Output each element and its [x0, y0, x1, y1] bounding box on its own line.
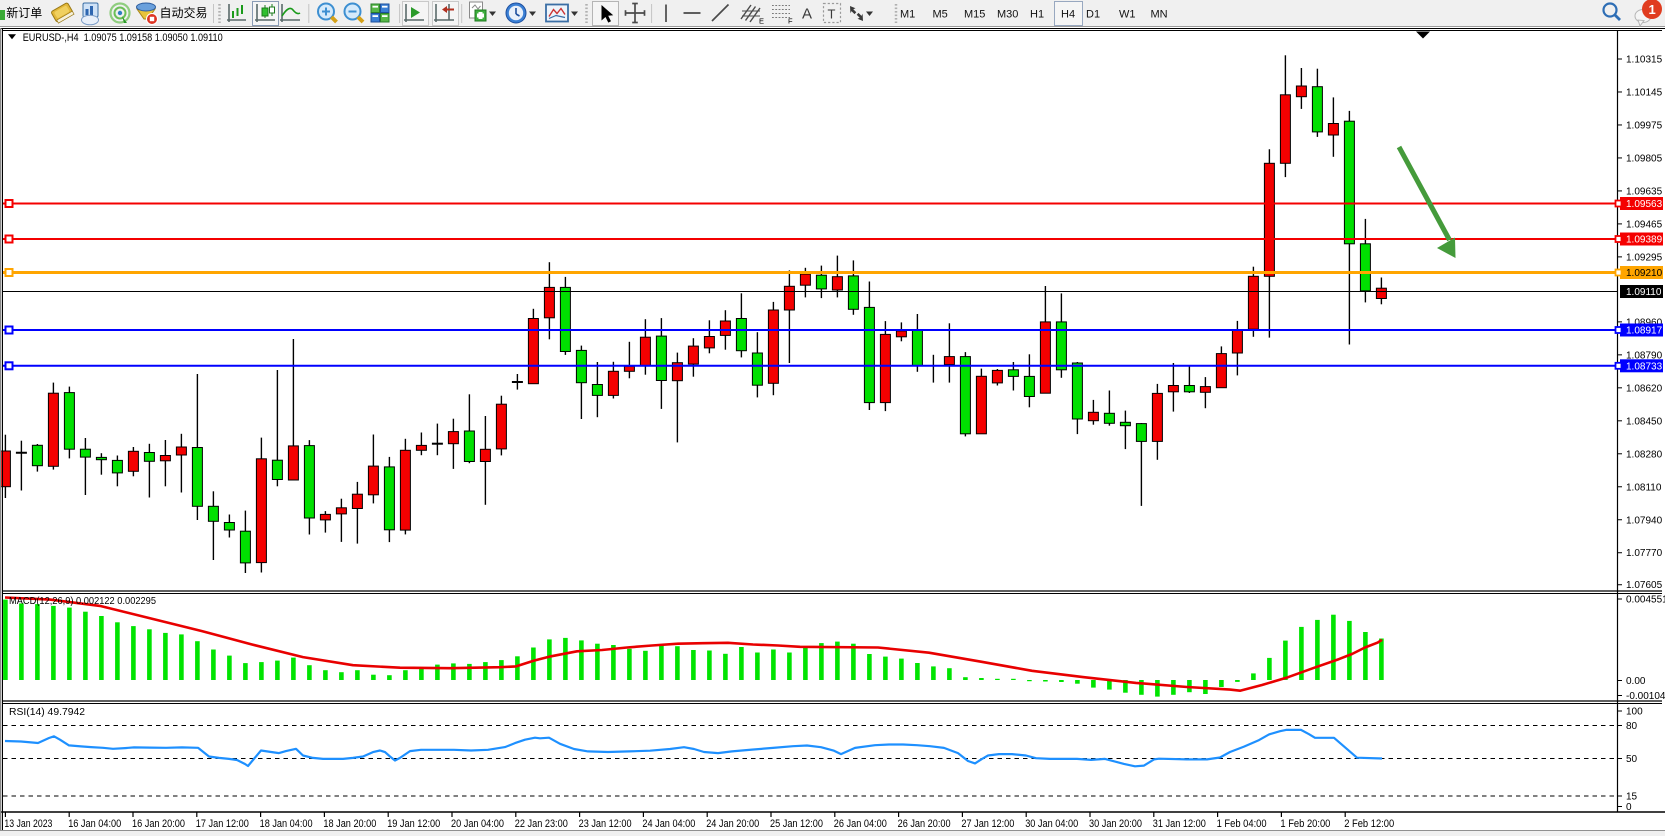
svg-text:50: 50 [1626, 754, 1638, 765]
svg-text:1.07605: 1.07605 [1626, 580, 1663, 591]
svg-text:M15: M15 [964, 9, 985, 21]
svg-text:A: A [802, 6, 812, 23]
svg-text:1.08280: 1.08280 [1626, 449, 1663, 460]
svg-text:23 Jan 12:00: 23 Jan 12:00 [579, 818, 632, 830]
svg-text:1.08733: 1.08733 [1626, 361, 1663, 372]
svg-text:1.08620: 1.08620 [1626, 383, 1663, 394]
svg-text:1.08917: 1.08917 [1626, 326, 1663, 337]
svg-text:0.004551: 0.004551 [1626, 595, 1665, 606]
svg-text:RSI(14) 49.7942: RSI(14) 49.7942 [9, 706, 85, 718]
svg-text:F: F [788, 17, 793, 26]
svg-text:1.08450: 1.08450 [1626, 416, 1663, 427]
svg-text:1.09975: 1.09975 [1626, 120, 1663, 131]
svg-text:1: 1 [1649, 2, 1656, 17]
svg-text:20 Jan 04:00: 20 Jan 04:00 [451, 818, 504, 830]
svg-text:M1: M1 [900, 9, 915, 21]
svg-text:26 Jan 04:00: 26 Jan 04:00 [834, 818, 887, 830]
svg-text:24 Jan 20:00: 24 Jan 20:00 [706, 818, 759, 830]
svg-text:1.09110: 1.09110 [1626, 287, 1662, 298]
svg-text:22 Jan 23:00: 22 Jan 23:00 [515, 818, 568, 830]
svg-text:18 Jan 20:00: 18 Jan 20:00 [323, 818, 376, 830]
svg-text:27 Jan 12:00: 27 Jan 12:00 [961, 818, 1014, 830]
svg-text:T: T [828, 7, 836, 22]
svg-text:H1: H1 [1030, 9, 1044, 21]
svg-text:E: E [759, 17, 764, 26]
svg-text:2 Feb 12:00: 2 Feb 12:00 [1344, 818, 1394, 830]
svg-text:1.09210: 1.09210 [1626, 268, 1663, 279]
svg-text:H4: H4 [1061, 9, 1075, 21]
svg-text:15: 15 [1626, 792, 1638, 803]
svg-text:31 Jan 12:00: 31 Jan 12:00 [1153, 818, 1206, 830]
svg-text:16 Jan 04:00: 16 Jan 04:00 [68, 818, 121, 830]
svg-text:19 Jan 12:00: 19 Jan 12:00 [387, 818, 440, 830]
svg-text:MN: MN [1151, 9, 1168, 21]
svg-text:25 Jan 12:00: 25 Jan 12:00 [770, 818, 823, 830]
svg-text:0: 0 [1626, 802, 1632, 813]
svg-text:-0.001043: -0.001043 [1626, 691, 1665, 702]
svg-text:M5: M5 [933, 9, 948, 21]
svg-text:1.08110: 1.08110 [1626, 482, 1662, 493]
svg-text:100: 100 [1626, 707, 1643, 718]
svg-text:30 Jan 04:00: 30 Jan 04:00 [1025, 818, 1078, 830]
svg-text:1.09805: 1.09805 [1626, 153, 1663, 164]
svg-text:1.10145: 1.10145 [1626, 87, 1663, 98]
svg-text:D1: D1 [1086, 9, 1100, 21]
svg-text:M30: M30 [997, 9, 1018, 21]
svg-text:18 Jan 04:00: 18 Jan 04:00 [260, 818, 313, 830]
svg-text:EURUSD-,H4 1.09075 1.09158 1.: EURUSD-,H4 1.09075 1.09158 1.09050 1.091… [23, 32, 223, 44]
svg-text:1.10315: 1.10315 [1626, 55, 1663, 66]
svg-text:1.09465: 1.09465 [1626, 219, 1663, 230]
svg-text:30 Jan 20:00: 30 Jan 20:00 [1089, 818, 1142, 830]
svg-text:1.09563: 1.09563 [1626, 199, 1663, 210]
svg-text:W1: W1 [1119, 9, 1136, 21]
svg-text:1.07940: 1.07940 [1626, 515, 1663, 526]
svg-text:1.07770: 1.07770 [1626, 548, 1663, 559]
svg-text:1 Feb 20:00: 1 Feb 20:00 [1280, 818, 1330, 830]
svg-text:80: 80 [1626, 721, 1638, 732]
svg-text:1.08790: 1.08790 [1626, 350, 1663, 361]
svg-text:1.09635: 1.09635 [1626, 186, 1663, 197]
svg-text:13 Jan 2023: 13 Jan 2023 [4, 818, 52, 830]
svg-text:MACD(12,26,9) 0.002122 0.00229: MACD(12,26,9) 0.002122 0.002295 [9, 595, 156, 607]
svg-text:24 Jan 04:00: 24 Jan 04:00 [642, 818, 695, 830]
svg-text:1.08960: 1.08960 [1626, 317, 1663, 328]
svg-text:0.00: 0.00 [1626, 676, 1646, 687]
svg-text:26 Jan 20:00: 26 Jan 20:00 [898, 818, 951, 830]
svg-text:1 Feb 04:00: 1 Feb 04:00 [1217, 818, 1267, 830]
svg-text:新订单: 新订单 [6, 5, 42, 20]
svg-text:自动交易: 自动交易 [160, 5, 208, 20]
svg-text:1.09295: 1.09295 [1626, 252, 1663, 263]
svg-text:17 Jan 12:00: 17 Jan 12:00 [196, 818, 249, 830]
svg-text:16 Jan 20:00: 16 Jan 20:00 [132, 818, 185, 830]
svg-text:1.09389: 1.09389 [1626, 235, 1663, 246]
